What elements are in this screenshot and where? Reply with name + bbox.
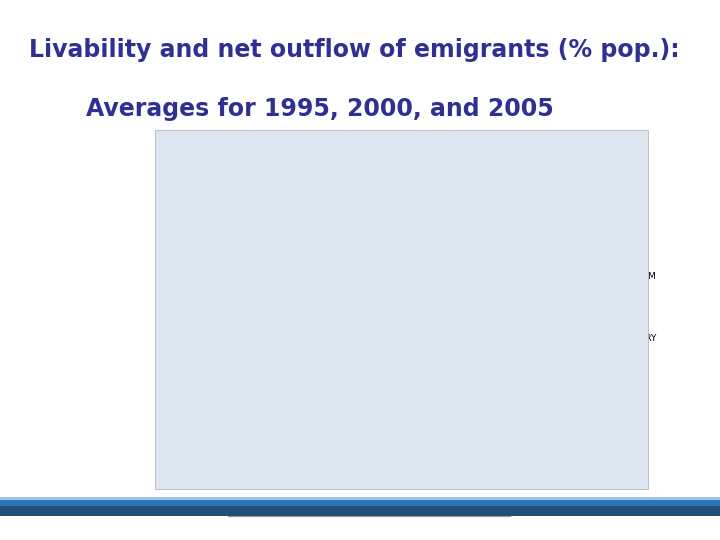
Point (394, 338, 405, 346)
Text: CHL: CHL (241, 369, 259, 377)
Point (519, 305, 531, 314)
Text: COL: COL (403, 333, 421, 341)
Point (275, 427, 287, 435)
Text: PER: PER (485, 300, 502, 309)
Text: Livability and net outflow of emigrants (% pop.):: Livability and net outflow of emigrants … (29, 38, 680, 62)
Text: ARG: ARG (290, 348, 310, 356)
Point (232, 362, 243, 371)
Text: NIC: NIC (511, 282, 526, 292)
Point (502, 287, 513, 296)
Legend: Fitted values, net emigration (% of total): Fitted values, net emigration (% of tota… (228, 498, 511, 516)
Y-axis label: net emigration (% of total): net emigration (% of total) (166, 217, 175, 366)
Point (552, 339, 563, 348)
Point (411, 298, 423, 307)
Point (372, 287, 384, 296)
Text: BOL: BOL (528, 300, 546, 309)
Point (552, 366, 563, 375)
Text: MEX: MEX (382, 282, 401, 292)
Text: ECU: ECU (431, 282, 449, 292)
Text: BLZ: BLZ (312, 344, 329, 353)
Text: SLV: SLV (603, 329, 620, 338)
Text: PAN: PAN (334, 376, 351, 385)
Point (336, 355, 347, 364)
Text: VEN: VEN (560, 372, 579, 381)
Point (303, 349, 315, 357)
Point (282, 353, 293, 361)
Text: PRY: PRY (641, 334, 657, 343)
Text: Averages for 1995, 2000, and 2005: Averages for 1995, 2000, and 2005 (86, 97, 554, 121)
Point (631, 339, 643, 348)
Text: BRA: BRA (345, 350, 363, 360)
Point (476, 305, 487, 314)
Text: GTM: GTM (636, 272, 656, 281)
Point (627, 276, 639, 285)
Text: GUY: GUY (446, 164, 465, 173)
Text: DOM: DOM (420, 304, 442, 313)
Point (422, 287, 433, 296)
Point (253, 345, 265, 354)
Text: URY: URY (262, 340, 280, 349)
Text: CRI: CRI (284, 422, 300, 431)
Point (595, 334, 606, 342)
Text: HND: HND (560, 334, 581, 343)
X-axis label: livability ranking: livability ranking (374, 460, 468, 469)
Point (325, 369, 336, 378)
Point (437, 169, 449, 178)
